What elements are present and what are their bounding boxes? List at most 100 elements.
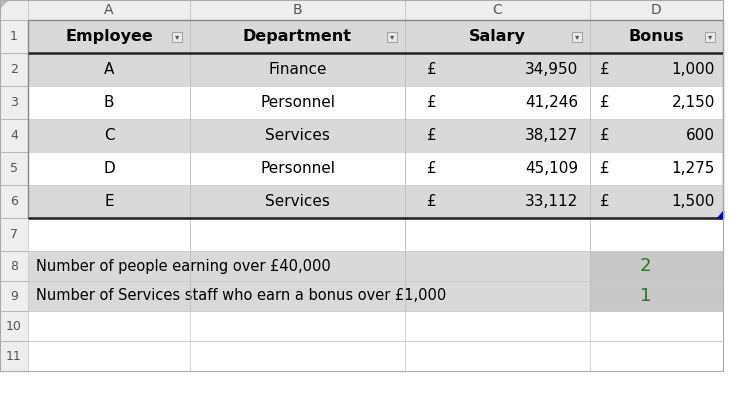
- Text: Services: Services: [265, 194, 330, 209]
- Text: Employee: Employee: [65, 29, 153, 44]
- Text: ▾: ▾: [708, 32, 712, 41]
- Text: E: E: [104, 194, 114, 209]
- Text: Services: Services: [265, 128, 330, 143]
- Text: ▾: ▾: [574, 32, 579, 41]
- Bar: [590, 119, 723, 152]
- Text: C: C: [493, 3, 502, 17]
- Bar: [0, 185, 28, 218]
- Text: 1,275: 1,275: [672, 161, 715, 176]
- Bar: [405, 119, 590, 152]
- Bar: [0, 251, 28, 281]
- Bar: [590, 281, 723, 311]
- Bar: [590, 251, 723, 281]
- Text: £: £: [427, 128, 436, 143]
- Polygon shape: [0, 0, 8, 8]
- Bar: [28, 281, 190, 311]
- Text: 11: 11: [6, 350, 22, 362]
- Text: 4: 4: [10, 129, 18, 142]
- Bar: [28, 251, 190, 281]
- Text: Personnel: Personnel: [260, 161, 335, 176]
- Text: 2,150: 2,150: [672, 95, 715, 110]
- Text: 33,112: 33,112: [525, 194, 578, 209]
- Bar: [172, 32, 182, 42]
- Bar: [28, 53, 190, 86]
- Text: B: B: [292, 3, 302, 17]
- Bar: [590, 53, 723, 86]
- Bar: [28, 311, 190, 341]
- Text: Department: Department: [243, 29, 352, 44]
- Bar: [28, 341, 190, 371]
- Bar: [28, 119, 190, 152]
- Bar: [705, 32, 715, 42]
- Bar: [405, 20, 590, 53]
- Bar: [28, 20, 190, 53]
- Text: 1: 1: [640, 287, 652, 305]
- Bar: [190, 86, 405, 119]
- Text: 45,109: 45,109: [525, 161, 578, 176]
- Bar: [590, 218, 723, 251]
- Bar: [190, 218, 405, 251]
- Bar: [0, 0, 723, 20]
- Bar: [28, 152, 190, 185]
- Bar: [405, 86, 590, 119]
- Text: ▾: ▾: [175, 32, 179, 41]
- Text: D: D: [651, 3, 662, 17]
- Bar: [190, 152, 405, 185]
- Text: 1,000: 1,000: [672, 62, 715, 77]
- Bar: [0, 119, 28, 152]
- Bar: [0, 311, 28, 341]
- Text: Number of people earning over £40,000: Number of people earning over £40,000: [36, 258, 331, 274]
- Bar: [190, 311, 405, 341]
- Bar: [28, 218, 190, 251]
- Polygon shape: [717, 211, 723, 218]
- Bar: [0, 86, 28, 119]
- Text: A: A: [104, 62, 114, 77]
- Text: D: D: [103, 161, 115, 176]
- Text: 41,246: 41,246: [525, 95, 578, 110]
- Bar: [405, 152, 590, 185]
- Text: 10: 10: [6, 320, 22, 332]
- Bar: [190, 119, 405, 152]
- Bar: [28, 86, 190, 119]
- Text: C: C: [104, 128, 114, 143]
- Bar: [0, 152, 28, 185]
- Bar: [190, 281, 405, 311]
- Bar: [28, 185, 190, 218]
- Text: 3: 3: [10, 96, 18, 109]
- Text: A: A: [104, 3, 114, 17]
- Text: Bonus: Bonus: [628, 29, 684, 44]
- Bar: [28, 20, 723, 218]
- Bar: [0, 218, 28, 251]
- Bar: [0, 53, 28, 86]
- Text: Salary: Salary: [469, 29, 526, 44]
- Bar: [387, 32, 397, 42]
- Text: 38,127: 38,127: [525, 128, 578, 143]
- Bar: [590, 251, 723, 281]
- Text: 2: 2: [10, 63, 18, 76]
- Bar: [405, 311, 590, 341]
- Bar: [572, 32, 582, 42]
- Text: £: £: [427, 194, 436, 209]
- Text: B: B: [104, 95, 114, 110]
- Bar: [0, 281, 28, 311]
- Bar: [190, 341, 405, 371]
- Bar: [590, 152, 723, 185]
- Bar: [190, 53, 405, 86]
- Text: £: £: [427, 95, 436, 110]
- Bar: [590, 185, 723, 218]
- Bar: [590, 281, 723, 311]
- Text: 1,500: 1,500: [672, 194, 715, 209]
- Text: 6: 6: [10, 195, 18, 208]
- Text: Finance: Finance: [268, 62, 327, 77]
- Text: £: £: [600, 194, 610, 209]
- Bar: [190, 185, 405, 218]
- Bar: [405, 185, 590, 218]
- Text: ▾: ▾: [390, 32, 394, 41]
- Bar: [405, 281, 590, 311]
- Text: 2: 2: [640, 257, 652, 275]
- Text: 34,950: 34,950: [525, 62, 578, 77]
- Text: 5: 5: [10, 162, 18, 175]
- Bar: [590, 20, 723, 53]
- Bar: [190, 251, 405, 281]
- Text: £: £: [427, 62, 436, 77]
